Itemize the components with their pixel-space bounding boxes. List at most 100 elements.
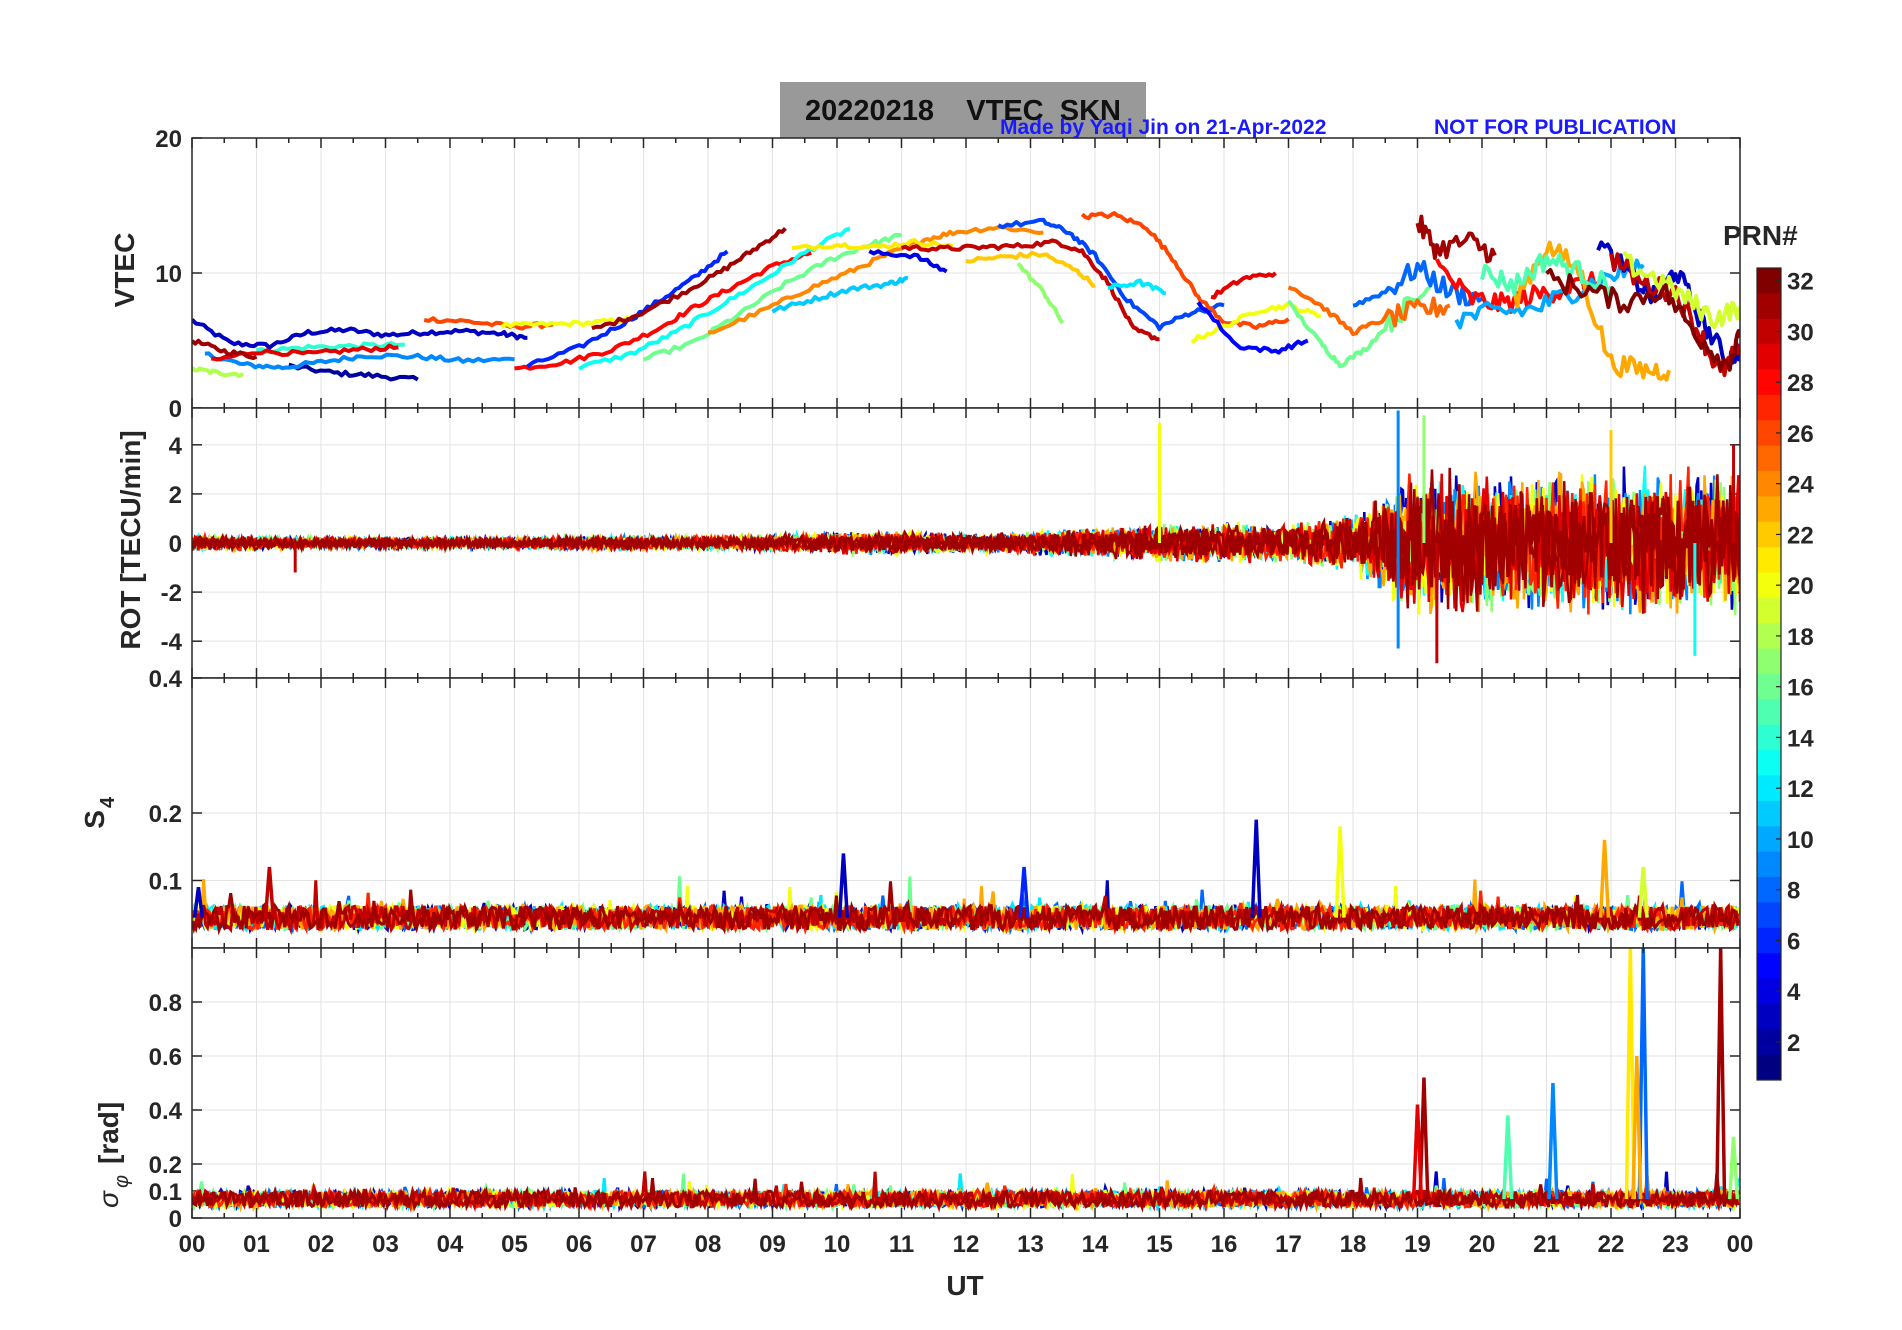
series-line-prn-31: [591, 227, 787, 331]
colorbar-tick-label: 8: [1787, 878, 1800, 905]
x-tick-label: 05: [501, 1231, 528, 1258]
series-line-prn-9: [204, 351, 515, 371]
svg-text:4: 4: [97, 796, 119, 808]
x-tick-label: 21: [1533, 1231, 1560, 1258]
series-line-prn-22: [965, 250, 1096, 288]
series-line-prn-25: [1287, 285, 1451, 337]
spike-prn-29: [1411, 1104, 1424, 1200]
colorbar-swatch-prn-29: [1757, 344, 1781, 370]
spike-prn-3: [837, 853, 850, 918]
x-tick-label: 17: [1275, 1231, 1302, 1258]
x-tick-label: 11: [889, 1231, 914, 1258]
spike-prn-17: [1727, 1136, 1740, 1200]
title-box: [780, 82, 1146, 138]
x-tick-label: 06: [566, 1231, 593, 1258]
panel-vtec: 0 10 20: [155, 126, 1741, 423]
panel-s4: 0.1 0.2 0.4: [149, 666, 1741, 949]
series-line-prn-3: [192, 318, 528, 350]
series-line-prn-31: [192, 1173, 1740, 1213]
spike-prn-3: [1250, 819, 1262, 918]
spike-prn-23: [1631, 1055, 1643, 1200]
series-line-prn-30: [1609, 252, 1740, 378]
credit-right: NOT FOR PUBLICATION: [1434, 116, 1676, 139]
y-tick-label: 0.1: [149, 1179, 182, 1206]
series-group: [192, 211, 1740, 382]
colorbar-swatch-prn-15: [1757, 699, 1781, 726]
series-line-prn-16: [1286, 285, 1431, 369]
x-tick-label: 14: [1082, 1231, 1109, 1258]
series-line-prn-13: [577, 226, 851, 371]
sigma-phi-ylabel: σ φ [rad]: [93, 1102, 133, 1208]
x-tick-label: 20: [1469, 1231, 1496, 1258]
vtec-ylabel: VTEC: [109, 233, 140, 308]
colorbar-tick-label: 20: [1787, 573, 1814, 600]
colorbar-tick-label: 18: [1787, 624, 1814, 651]
x-tick-label: 03: [372, 1231, 399, 1258]
series-line-prn-19: [1622, 250, 1740, 330]
x-tick-label: 09: [759, 1231, 786, 1258]
colorbar-swatch-prn-23: [1757, 496, 1781, 523]
series-line-prn-31-dominant: [192, 494, 1740, 590]
series-line-prn-4: [868, 249, 948, 274]
x-tick-label: 04: [437, 1231, 464, 1258]
colorbar-swatch-prn-21: [1757, 547, 1781, 573]
colorbar-tick-label: 26: [1787, 421, 1814, 448]
colorbar-swatch-prn-9: [1757, 851, 1781, 878]
colorbar-swatch-prn-31: [1757, 293, 1781, 320]
x-tick-label: 18: [1340, 1231, 1367, 1258]
colorbar-tick-label: 32: [1787, 269, 1814, 296]
series-line-prn-10: [1454, 258, 1645, 330]
figure-title: 20220218 VTEC SKN: [805, 95, 1121, 127]
series-line-prn-11: [771, 275, 909, 314]
colorbar-swatch-prn-13: [1757, 750, 1781, 776]
series-line-prn-2: [288, 362, 419, 382]
svg-text:σ: σ: [93, 1190, 124, 1208]
x-tick-label: 12: [953, 1231, 980, 1258]
svg-text:S: S: [79, 810, 110, 829]
y-tick-label: 0.2: [149, 1152, 182, 1179]
colorbar-swatch-prn-1: [1757, 1054, 1781, 1081]
colorbar-frame: [1756, 267, 1782, 1081]
series-line-prn-26: [1080, 211, 1290, 330]
spike-prn-20: [1334, 826, 1346, 918]
colorbar-tick-label: 16: [1787, 675, 1814, 702]
series-line-prn-32: [1545, 268, 1740, 372]
colorbar-swatch-prn-3: [1757, 1003, 1781, 1030]
series-line-prn-5: [1196, 301, 1309, 355]
y-tick-label: 0.1: [149, 869, 182, 896]
series-line-prn-31: [1415, 214, 1497, 264]
colorbar-tick-label: 30: [1787, 319, 1814, 346]
y-tick-label: -2: [161, 580, 182, 607]
y-tick-label: 4: [169, 433, 183, 460]
y-tick-label: -4: [161, 629, 183, 656]
x-axis-label: UT: [946, 1270, 983, 1301]
x-tick-label: 22: [1598, 1231, 1625, 1258]
series-line-prn-20: [500, 315, 632, 329]
series-line-prn-18: [192, 366, 245, 378]
series-line-prn-30: [900, 238, 1160, 342]
colorbar-swatch-prn-7: [1757, 902, 1781, 929]
spike-prn-15: [1502, 1115, 1514, 1200]
y-tick-label: 0.6: [149, 1044, 182, 1071]
series-line-prn-14: [255, 340, 405, 355]
colorbar-tick-label: 28: [1787, 370, 1814, 397]
series-line-prn-21: [791, 238, 954, 251]
svg-text:φ: φ: [111, 1175, 133, 1188]
series-line-prn-7: [997, 217, 1225, 332]
series-line-prn-29: [1210, 271, 1277, 300]
y-tick-label: 0: [169, 531, 182, 558]
spike-prn-31: [1715, 948, 1727, 1200]
x-tick-label: 07: [630, 1231, 657, 1258]
x-tick-label: 13: [1017, 1231, 1044, 1258]
y-tick-label: 2: [169, 482, 182, 509]
series-group: [192, 948, 1740, 1213]
colorbar-swatch-prn-11: [1757, 800, 1781, 827]
panel-sigma-phi: 00.10.2 0.4 0.6 0.8 00 01 02 03 04 05 06 07 08 09 10 11…: [149, 947, 1753, 1258]
panel-rot: -4 -2 0 2 4: [161, 407, 1741, 679]
spike-prn-23: [1598, 839, 1611, 918]
series-line-prn-17: [1016, 262, 1065, 325]
colorbar-title: PRN#: [1723, 220, 1798, 251]
colorbar-tick-label: 2: [1787, 1030, 1800, 1057]
spike-prn-8: [1637, 948, 1649, 1200]
